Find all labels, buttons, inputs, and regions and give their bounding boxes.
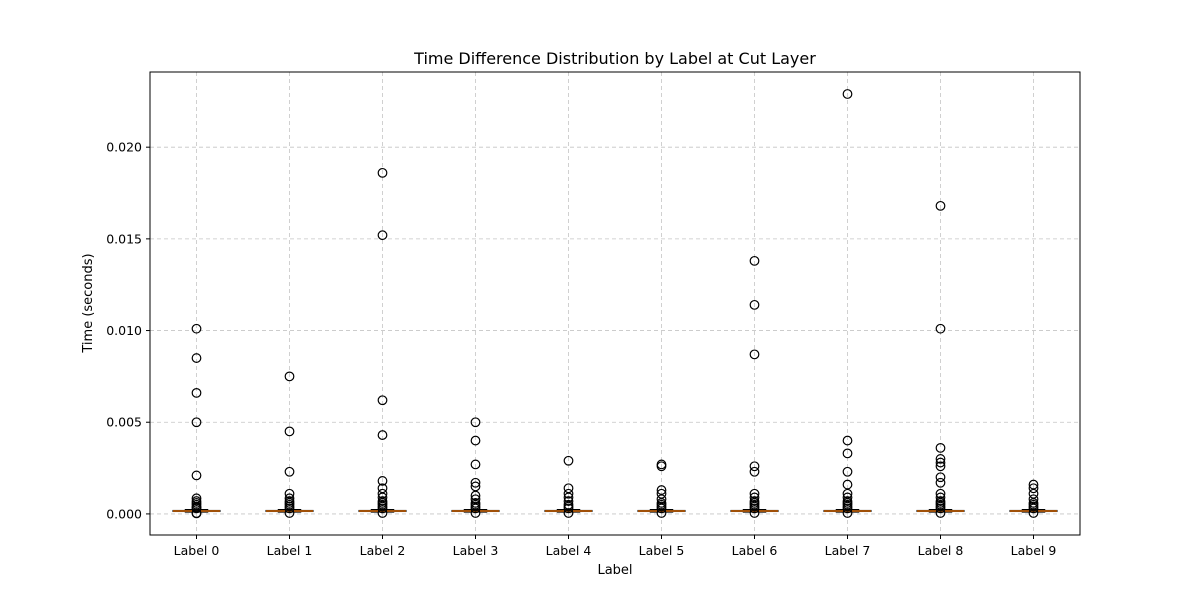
outlier-point [749, 299, 760, 310]
outlier-point [842, 466, 853, 477]
outlier-point [563, 503, 574, 514]
x-tick-label: Label 3 [453, 543, 499, 558]
outlier-point [191, 323, 202, 334]
outlier-point [470, 417, 481, 428]
outlier-point [935, 461, 946, 472]
outlier-point [935, 443, 946, 453]
box-1 [265, 371, 314, 518]
outlier-point [935, 457, 946, 468]
outlier-point [284, 371, 295, 382]
outlier-point [842, 448, 853, 459]
x-tick-label: Label 0 [174, 543, 220, 558]
outlier-point [749, 508, 760, 518]
outlier-point [377, 503, 388, 514]
outlier-point [749, 255, 760, 266]
outlier-point [935, 200, 946, 211]
outlier-point [191, 353, 202, 363]
x-tick-label: Label 8 [918, 543, 964, 558]
box-8 [916, 200, 965, 518]
box-5 [637, 459, 686, 518]
outlier-point [656, 461, 667, 472]
x-tick-label: Label 4 [546, 543, 592, 558]
grid-lines [150, 72, 1080, 535]
outlier-point [935, 472, 946, 483]
outlier-point [377, 230, 388, 241]
y-tick-label: 0.015 [106, 231, 142, 246]
outlier-point [191, 503, 202, 514]
y-axis-ticks: 0.000 0.005 0.010 0.015 0.020 [106, 140, 150, 521]
outlier-point [191, 508, 202, 519]
outlier-point [470, 508, 481, 518]
outlier-point [563, 508, 574, 518]
outlier-point [1028, 508, 1039, 518]
x-tick-label: Label 2 [360, 543, 406, 558]
x-tick-label: Label 7 [825, 543, 871, 558]
outlier-point [470, 459, 481, 470]
box-7 [823, 89, 872, 518]
y-tick-label: 0.010 [106, 323, 142, 338]
outlier-point [284, 503, 295, 514]
outlier-point [842, 435, 853, 446]
x-axis-ticks: Label 0 Label 1 Label 2 Label 3 Label 4 Label… [174, 535, 1057, 558]
y-axis-label: Time (seconds) [81, 253, 96, 353]
outlier-point [470, 503, 481, 514]
outlier-point [563, 496, 574, 506]
outlier-point [470, 435, 481, 446]
x-tick-label: Label 5 [639, 543, 685, 558]
outlier-point [470, 477, 481, 488]
box-9 [1009, 479, 1058, 518]
box-6 [730, 255, 779, 518]
outlier-point [284, 426, 295, 437]
outlier-point [563, 455, 574, 466]
outlier-point [377, 395, 388, 406]
box-4 [544, 455, 593, 518]
outlier-point [377, 167, 388, 178]
outlier-point [191, 417, 202, 428]
outlier-point [656, 508, 667, 518]
outlier-point [935, 508, 946, 518]
x-tick-label: Label 6 [732, 543, 778, 558]
outlier-point [1028, 503, 1039, 514]
outlier-point [284, 508, 295, 518]
x-tick-label: Label 9 [1011, 543, 1057, 558]
outlier-point [935, 503, 946, 514]
chart-title: Time Difference Distribution by Label at… [413, 49, 816, 68]
outlier-point [377, 476, 388, 486]
box-2 [358, 167, 407, 518]
boxes [172, 89, 1058, 519]
outlier-point [842, 89, 853, 99]
outlier-point [935, 323, 946, 334]
outlier-point [191, 387, 202, 398]
outlier-point [749, 503, 760, 514]
outlier-point [656, 503, 667, 514]
outlier-point [191, 470, 202, 481]
outlier-point [377, 508, 388, 518]
outlier-point [1028, 483, 1039, 494]
x-axis-label: Label [597, 563, 632, 578]
outlier-point [284, 466, 295, 477]
outlier-point [935, 477, 946, 488]
y-tick-label: 0.000 [106, 506, 142, 521]
outlier-point [842, 503, 853, 514]
outlier-point [749, 349, 760, 360]
y-tick-label: 0.005 [106, 415, 142, 430]
outlier-point [563, 488, 574, 499]
y-tick-label: 0.020 [106, 140, 142, 155]
box-0 [172, 323, 221, 519]
outlier-point [935, 454, 946, 464]
x-tick-label: Label 1 [267, 543, 313, 558]
plot-area-frame [149, 71, 1081, 536]
outlier-point [749, 466, 760, 477]
outlier-point [749, 461, 760, 472]
outlier-point [377, 430, 388, 440]
outlier-point [842, 508, 853, 518]
box-3 [451, 417, 500, 518]
